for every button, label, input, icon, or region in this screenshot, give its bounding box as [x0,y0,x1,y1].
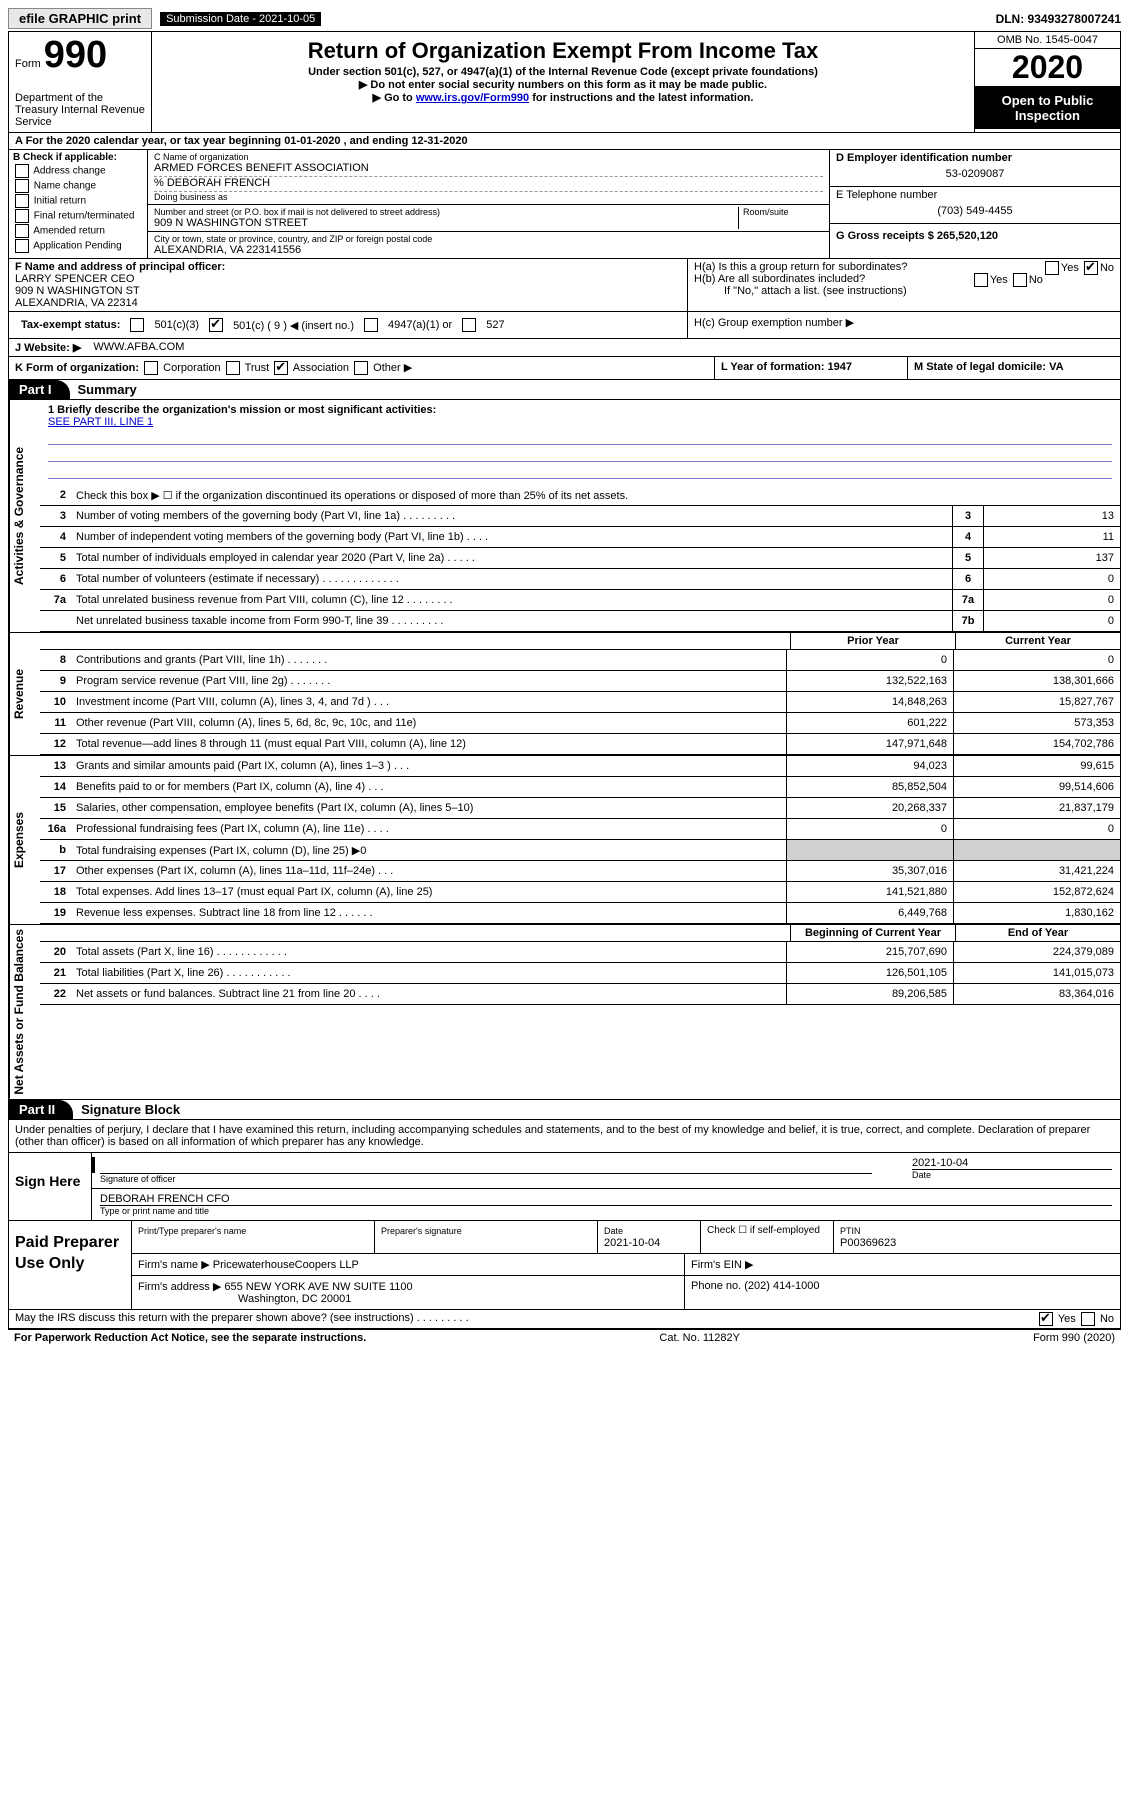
summary-line: bTotal fundraising expenses (Part IX, co… [40,840,1120,861]
summary-line: 11Other revenue (Part VIII, column (A), … [40,713,1120,734]
website: WWW.AFBA.COM [87,339,190,356]
summary-line: 17Other expenses (Part IX, column (A), l… [40,861,1120,882]
activities-governance: Activities & Governance 1 Briefly descri… [9,400,1120,633]
col-d-container: D Employer identification number 53-0209… [830,150,1120,258]
ein: 53-0209087 [836,164,1114,184]
summary-line: 4Number of independent voting members of… [40,527,1120,548]
summary-line: 15Salaries, other compensation, employee… [40,798,1120,819]
org-name: ARMED FORCES BENEFIT ASSOCIATION [154,162,823,174]
summary-line: 14Benefits paid to or for members (Part … [40,777,1120,798]
submission-date: Submission Date - 2021-10-05 [160,12,321,26]
summary-line: 9Program service revenue (Part VIII, lin… [40,671,1120,692]
summary-line: 20Total assets (Part X, line 16) . . . .… [40,942,1120,963]
summary-line: 6Total number of volunteers (estimate if… [40,569,1120,590]
row-a-taxyear: A For the 2020 calendar year, or tax yea… [9,133,1120,150]
part2-header: Part II Signature Block [9,1100,1120,1120]
summary-line: 3Number of voting members of the governi… [40,506,1120,527]
mission-text: SEE PART III, LINE 1 [48,416,1112,428]
summary-line: 21Total liabilities (Part X, line 26) . … [40,963,1120,984]
revenue-section: Revenue Prior Year Current Year 8Contrib… [9,633,1120,756]
form-number: 990 [44,34,107,76]
row-i-hc: Tax-exempt status: 501(c)(3) 501(c) ( 9 … [9,312,1120,339]
prep-phone: Phone no. (202) 414-1000 [685,1276,1120,1309]
irs-link[interactable]: www.irs.gov/Form990 [416,92,529,104]
city-state-zip: ALEXANDRIA, VA 223141556 [154,244,823,256]
row-j: J Website: ▶ WWW.AFBA.COM [9,339,1120,357]
summary-line: 12Total revenue—add lines 8 through 11 (… [40,734,1120,755]
declaration-text: Under penalties of perjury, I declare th… [9,1120,1120,1153]
summary-line: Net unrelated business taxable income fr… [40,611,1120,632]
expenses-section: Expenses 13Grants and similar amounts pa… [9,756,1120,925]
form-subtitle: Under section 501(c), 527, or 4947(a)(1)… [158,66,968,78]
dln-label: DLN: 93493278007241 [996,12,1121,26]
form-container: Form 990 Department of the Treasury Inte… [8,31,1121,1330]
row-k: K Form of organization: Corporation Trus… [9,357,1120,380]
summary-line: 10Investment income (Part VIII, column (… [40,692,1120,713]
summary-line: 19Revenue less expenses. Subtract line 1… [40,903,1120,924]
summary-line: 16aProfessional fundraising fees (Part I… [40,819,1120,840]
ptin: P00369623 [840,1237,896,1249]
omb-number: OMB No. 1545-0047 [975,32,1120,49]
summary-line: 5Total number of individuals employed in… [40,548,1120,569]
officer-print-name: DEBORAH FRENCH CFO [100,1193,1112,1205]
street: 909 N WASHINGTON STREET [154,217,738,229]
bottom-footer: For Paperwork Reduction Act Notice, see … [8,1330,1121,1346]
dept-treasury: Department of the Treasury Internal Reve… [15,92,145,128]
year-formation: L Year of formation: 1947 [714,357,907,379]
net-assets-section: Net Assets or Fund Balances Beginning of… [9,925,1120,1100]
summary-line: 18Total expenses. Add lines 13–17 (must … [40,882,1120,903]
firm-name: PricewaterhouseCoopers LLP [213,1259,359,1271]
open-public-badge: Open to Public Inspection [975,87,1120,129]
sign-here: Sign Here Signature of officer 2021-10-0… [9,1153,1120,1221]
summary-line: 22Net assets or fund balances. Subtract … [40,984,1120,1005]
col-b-checkboxes: B Check if applicable: Address change Na… [9,150,148,258]
officer-name: LARRY SPENCER CEO [15,273,681,285]
form-word: Form [15,58,41,70]
section-bcd: B Check if applicable: Address change Na… [9,150,1120,259]
summary-line: 7aTotal unrelated business revenue from … [40,590,1120,611]
paid-preparer: Paid Preparer Use Only Print/Type prepar… [9,1221,1120,1310]
state-domicile: M State of legal domicile: VA [907,357,1120,379]
phone: (703) 549-4455 [836,201,1114,221]
care-of: % DEBORAH FRENCH [154,176,823,189]
form-title: Return of Organization Exempt From Incom… [158,38,968,64]
row-f-h: F Name and address of principal officer:… [9,259,1120,312]
efile-button[interactable]: efile GRAPHIC print [8,8,152,29]
instr-link-row: ▶ Go to www.irs.gov/Form990 for instruct… [158,91,968,104]
summary-line: 13Grants and similar amounts paid (Part … [40,756,1120,777]
tax-year: 2020 [975,49,1120,87]
gross-receipts: G Gross receipts $ 265,520,120 [830,224,1120,248]
col-c-org: C Name of organization ARMED FORCES BENE… [148,150,830,258]
summary-line: 8Contributions and grants (Part VIII, li… [40,650,1120,671]
form-header: Form 990 Department of the Treasury Inte… [9,32,1120,133]
part1-header: Part I Summary [9,380,1120,400]
discuss-row: May the IRS discuss this return with the… [9,1310,1120,1329]
instr-ssn: ▶ Do not enter social security numbers o… [158,78,968,91]
top-bar: efile GRAPHIC print Submission Date - 20… [8,8,1121,29]
